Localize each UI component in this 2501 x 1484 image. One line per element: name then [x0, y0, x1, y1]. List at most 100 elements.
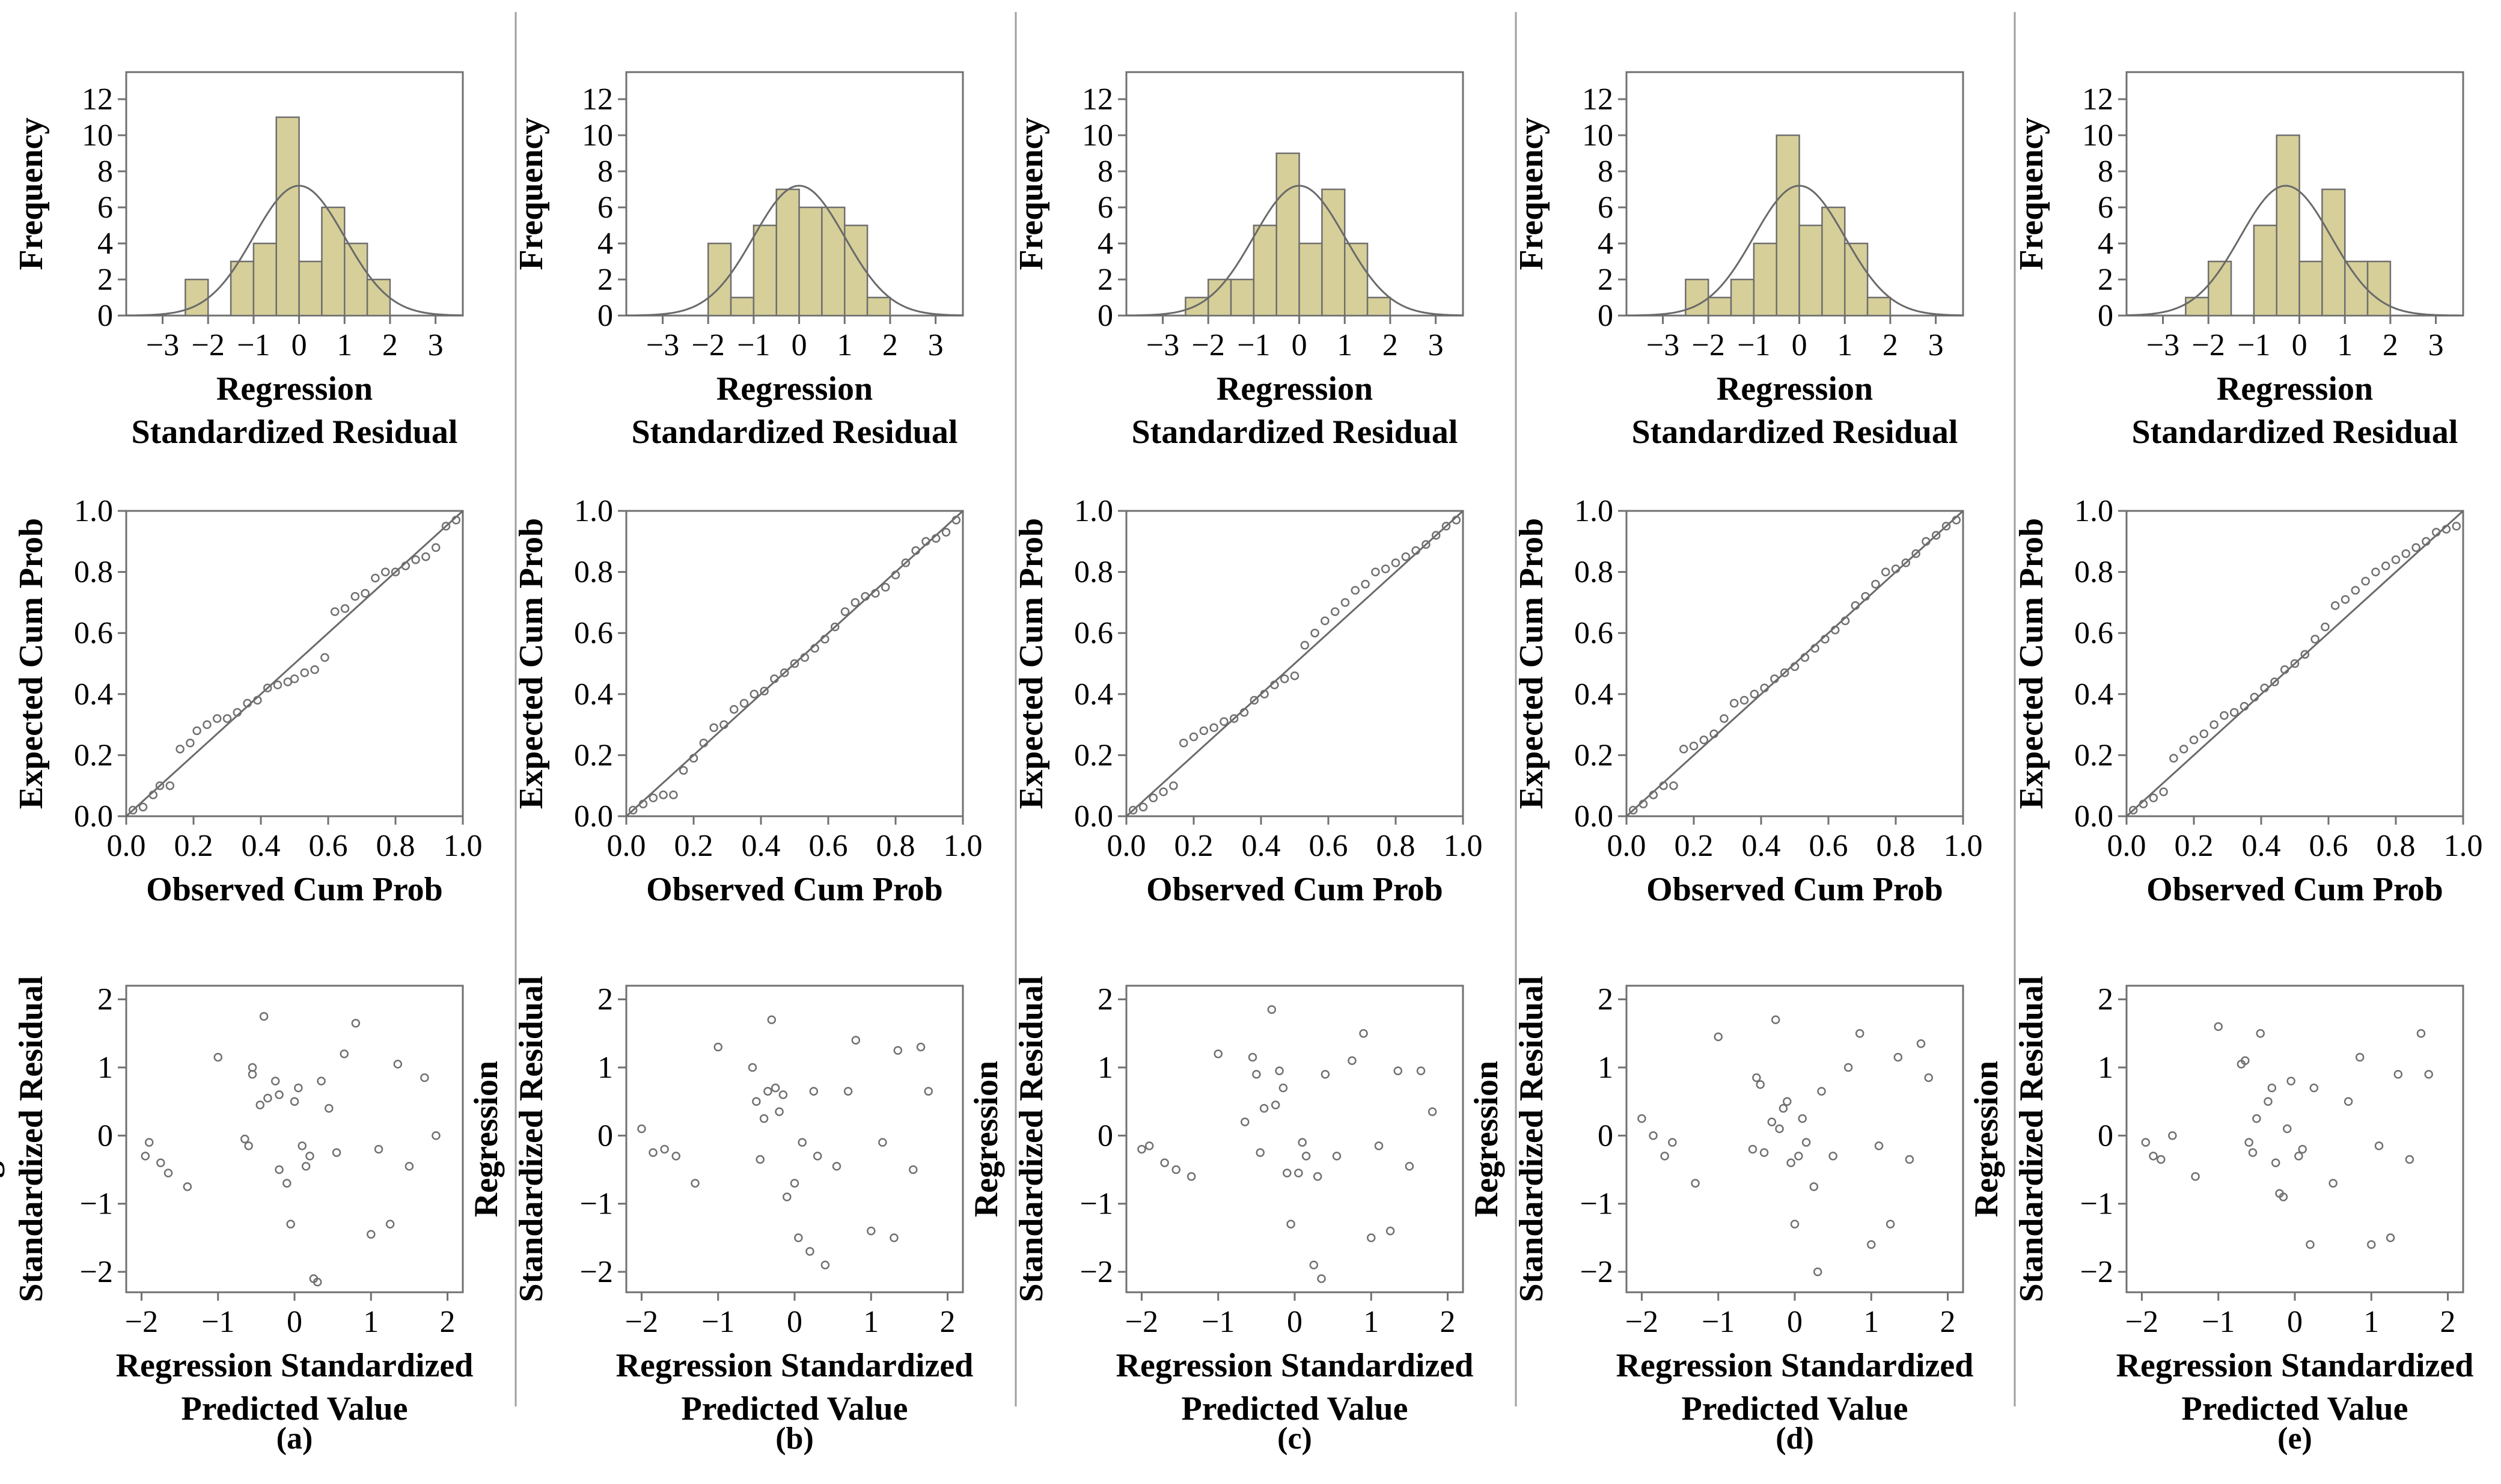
x-tick-label: 0	[1792, 328, 1807, 362]
x-tick-label: 0	[292, 328, 307, 362]
x-tick-label: 2	[1382, 328, 1398, 362]
y-axis-label: Expected Cum Prob	[1513, 518, 1550, 809]
residual-point	[893, 1046, 903, 1055]
y-tick-label: 0	[597, 299, 613, 333]
y-axis-label: Expected Cum Prob	[2013, 518, 2050, 809]
residual-point	[420, 1073, 429, 1082]
pp-point	[1371, 567, 1380, 576]
y-tick-label: 0	[1598, 1119, 1613, 1153]
y-tick-label: 2	[2098, 263, 2113, 297]
residual-point	[282, 1179, 292, 1188]
x-axis-label: Observed Cum Prob	[646, 871, 943, 908]
residual-point	[2264, 1097, 2273, 1106]
pp-point	[176, 744, 185, 754]
y-tick-label: 2	[597, 983, 613, 1017]
residual-point	[1313, 1172, 1322, 1181]
pp-point	[1659, 781, 1668, 790]
residual-point	[263, 1093, 272, 1103]
x-tick-label: 0.0	[1607, 829, 1646, 863]
y-tick-label: 4	[597, 227, 613, 261]
y-tick-label: 0.2	[2074, 738, 2113, 772]
normal-curve	[2127, 185, 2463, 317]
pp-point	[2280, 665, 2289, 674]
y-tick-label: 0.0	[574, 799, 613, 834]
histogram-bar	[821, 206, 846, 317]
pp-point	[1189, 732, 1199, 742]
residual-point	[2416, 1029, 2426, 1038]
pp-point	[1411, 546, 1420, 555]
residual-point	[1893, 1052, 1903, 1062]
x-axis-label: Observed Cum Prob	[2146, 871, 2443, 908]
pp-point	[780, 668, 789, 677]
pp-point	[2452, 522, 2461, 531]
x-tick-label: 0.8	[376, 829, 415, 863]
residual-point	[2374, 1141, 2384, 1150]
pp-point	[391, 567, 400, 576]
residual-point	[1271, 1101, 1280, 1110]
y-tick-label: 0	[2098, 299, 2113, 333]
residual-point	[1798, 1114, 1807, 1123]
pp-point	[310, 665, 319, 674]
residual-point	[1756, 1080, 1765, 1089]
pp-point	[2240, 701, 2249, 711]
x-tick-label: −2	[1192, 328, 1225, 362]
pp-point	[2159, 787, 2168, 796]
y-axis-label: Expected Cum Prob	[1013, 518, 1050, 809]
y-tick-label: 8	[97, 154, 113, 189]
residual-point	[748, 1063, 757, 1072]
pp-point	[371, 573, 380, 583]
residual-point	[1916, 1039, 1926, 1048]
pp-point	[2128, 805, 2138, 815]
y-axis-label: Regression	[0, 1061, 5, 1217]
histogram-bar	[843, 224, 869, 317]
pp-point	[421, 552, 430, 561]
x-axis-label: Standardized Residual	[132, 414, 458, 451]
y-tick-label: 0.6	[2074, 616, 2113, 650]
residual-point	[867, 1226, 876, 1236]
x-tick-label: −3	[1146, 328, 1179, 362]
histogram-bar	[343, 242, 368, 317]
reference-line	[625, 510, 964, 817]
residual-point	[213, 1052, 222, 1062]
normal-curve	[1126, 185, 1464, 317]
y-axis-label: Regression	[1968, 1061, 2005, 1217]
pp-point	[1931, 531, 1941, 540]
pp-point	[760, 686, 769, 695]
x-tick-label: −1	[1202, 1305, 1235, 1339]
x-tick-label: −2	[2192, 328, 2225, 362]
pp-point	[739, 698, 749, 708]
residual-point	[767, 1015, 777, 1024]
x-tick-label: −3	[2146, 328, 2179, 362]
y-tick-label: 0.8	[1074, 555, 1113, 590]
y-axis-label: Regression	[968, 1061, 1005, 1217]
pp-point	[850, 598, 860, 607]
chart-2-1: −3 −2 −1 0 1 2 3024681012RegressionStandardize…	[513, 71, 964, 451]
y-tick-label: 12	[1582, 82, 1613, 117]
pp-point	[350, 591, 360, 601]
residual-point	[1248, 1052, 1257, 1062]
x-tick-label: 0.2	[674, 829, 713, 863]
residual-point	[1385, 1226, 1395, 1236]
residual-point	[244, 1141, 253, 1150]
pp-point	[2209, 720, 2219, 729]
plot-frame	[625, 510, 964, 817]
pp-point	[1800, 653, 1810, 662]
residual-point	[144, 1138, 154, 1147]
histogram-bar	[1298, 242, 1323, 317]
pp-point	[1699, 735, 1709, 745]
y-axis-label: Expected Cum Prob	[13, 518, 50, 809]
x-axis-label: Regression	[1717, 370, 1873, 408]
pp-point	[1922, 537, 1931, 546]
residual-point	[1817, 1087, 1826, 1096]
pp-point	[1790, 662, 1800, 671]
y-tick-label: −1	[580, 1187, 613, 1221]
x-axis-label: Observed Cum Prob	[1146, 871, 1443, 908]
x-tick-label: 2	[440, 1305, 456, 1339]
residual-point	[1752, 1073, 1761, 1082]
pp-point	[1321, 616, 1330, 626]
residual-point	[1668, 1138, 1677, 1147]
residual-point	[248, 1063, 257, 1072]
x-axis-label: Standardized Residual	[2132, 414, 2458, 451]
pp-point	[1780, 668, 1789, 677]
residual-point	[1809, 1182, 1819, 1191]
